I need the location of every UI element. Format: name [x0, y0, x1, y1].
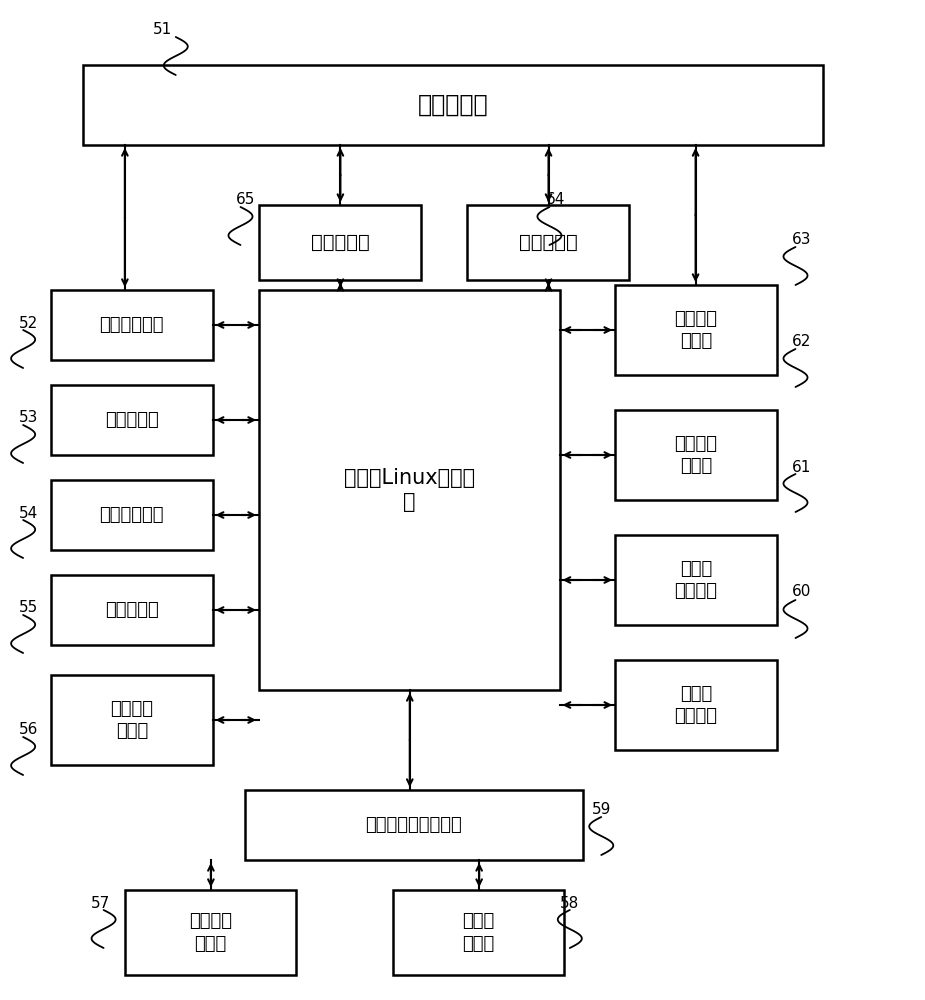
Text: 数据维护器: 数据维护器 — [311, 233, 369, 252]
Bar — [51, 385, 213, 455]
Text: 嵌入式Linux操作系
统: 嵌入式Linux操作系 统 — [344, 468, 475, 512]
Bar — [245, 790, 583, 860]
Text: 55: 55 — [18, 600, 38, 615]
Text: 54: 54 — [18, 506, 38, 520]
Text: 51: 51 — [153, 22, 172, 37]
Bar — [51, 675, 213, 765]
Text: 63: 63 — [792, 232, 811, 247]
Bar — [259, 290, 560, 690]
Bar — [51, 290, 213, 360]
Text: 53: 53 — [18, 410, 38, 426]
Bar — [615, 535, 777, 625]
Text: 开关量
采集器: 开关量 采集器 — [462, 912, 495, 953]
Text: 数字设备
驱动器: 数字设备 驱动器 — [674, 310, 718, 350]
Text: 65: 65 — [236, 192, 255, 208]
Bar — [125, 890, 296, 975]
Text: 通讯收发器: 通讯收发器 — [418, 93, 488, 117]
Text: 数字量采集器: 数字量采集器 — [100, 316, 164, 334]
Text: 58: 58 — [560, 896, 579, 910]
Bar — [259, 205, 421, 280]
Text: 音频信号
采集器: 音频信号 采集器 — [110, 700, 154, 740]
Text: 车辆运动信息采集器: 车辆运动信息采集器 — [365, 816, 462, 834]
Text: 61: 61 — [792, 460, 811, 475]
Text: 64: 64 — [546, 192, 565, 208]
Text: 视频信号
采集器: 视频信号 采集器 — [189, 912, 232, 953]
Text: 操作员
人机界面: 操作员 人机界面 — [674, 685, 718, 725]
Text: 成绩评分员: 成绩评分员 — [105, 601, 159, 619]
Text: 60: 60 — [792, 584, 811, 599]
Text: 数据备份器: 数据备份器 — [105, 411, 159, 429]
Bar — [467, 205, 629, 280]
Text: 模拟量采集器: 模拟量采集器 — [100, 506, 164, 524]
Bar — [51, 480, 213, 550]
Text: 62: 62 — [792, 334, 811, 350]
Bar — [615, 660, 777, 750]
Bar — [615, 285, 777, 375]
Text: 56: 56 — [18, 722, 38, 738]
Text: 数据传输器: 数据传输器 — [519, 233, 577, 252]
Bar — [393, 890, 564, 975]
Text: 59: 59 — [592, 802, 611, 818]
Bar — [615, 410, 777, 500]
Text: 57: 57 — [91, 896, 110, 910]
Bar — [83, 65, 823, 145]
Text: 字符语
音解码器: 字符语 音解码器 — [674, 560, 718, 600]
Text: 开关设备
驱动器: 开关设备 驱动器 — [674, 435, 718, 475]
Text: 52: 52 — [18, 316, 38, 330]
Bar — [51, 575, 213, 645]
